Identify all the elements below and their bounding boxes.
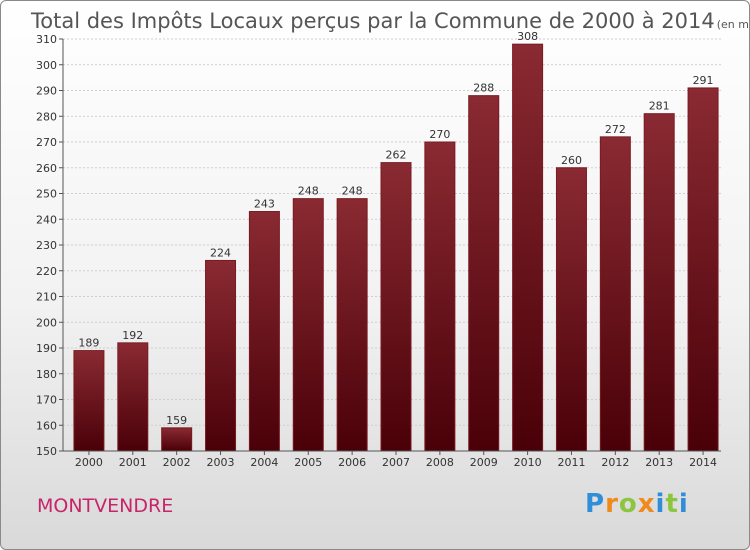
x-tick-label-2004: 2004 bbox=[250, 456, 278, 469]
data-label-2012: 272 bbox=[605, 123, 626, 136]
y-tick-label: 240 bbox=[36, 213, 57, 226]
y-tick-label: 230 bbox=[36, 239, 57, 252]
logo-letter: x bbox=[637, 489, 656, 519]
y-tick-label: 160 bbox=[36, 419, 57, 432]
data-label-2002: 159 bbox=[166, 414, 187, 427]
proxiti-logo: Proxiti bbox=[585, 489, 689, 519]
bar-2010 bbox=[512, 43, 544, 452]
y-tick-label: 260 bbox=[36, 162, 57, 175]
data-label-2010: 308 bbox=[517, 30, 538, 43]
bar-2007 bbox=[380, 162, 412, 452]
bar-2003 bbox=[205, 259, 237, 452]
y-tick-label: 310 bbox=[36, 33, 57, 46]
bar-2011 bbox=[555, 167, 587, 452]
bar-2001 bbox=[117, 342, 149, 452]
logo-letter: t bbox=[665, 489, 679, 519]
x-tick-label-2010: 2010 bbox=[514, 456, 542, 469]
bar-2002 bbox=[161, 427, 193, 452]
x-tick-label-2013: 2013 bbox=[645, 456, 673, 469]
chart-title: Total des Impôts Locaux perçus par la Co… bbox=[30, 9, 750, 33]
bar-2005 bbox=[292, 198, 324, 452]
x-tick-label-2001: 2001 bbox=[119, 456, 147, 469]
x-tick-label-2002: 2002 bbox=[163, 456, 191, 469]
data-labels: 189 192 159 224 243 248 248 262 270 288 308 260 272 2… bbox=[78, 30, 713, 427]
data-label-2003: 224 bbox=[210, 246, 231, 259]
x-tick-label-2014: 2014 bbox=[689, 456, 717, 469]
y-tick-label: 280 bbox=[36, 110, 57, 123]
x-tick-label-2012: 2012 bbox=[601, 456, 629, 469]
x-axis-ticks: 2000 2001 2002 2003 2004 2005 2006 2007 2008 2009… bbox=[75, 451, 717, 469]
y-tick-label: 270 bbox=[36, 136, 57, 149]
logo-letter: i bbox=[655, 489, 666, 519]
y-axis-ticks: 150 160 170 180 190 200 210 220 230 240 250 260 270 2… bbox=[36, 33, 63, 458]
bar-2008 bbox=[424, 141, 456, 452]
y-tick-label: 220 bbox=[36, 265, 57, 278]
x-tick-label-2009: 2009 bbox=[470, 456, 498, 469]
y-tick-label: 210 bbox=[36, 291, 57, 304]
bar-2009 bbox=[468, 95, 500, 452]
y-tick-label: 180 bbox=[36, 368, 57, 381]
commune-name: MONTVENDRE bbox=[37, 495, 174, 517]
bar-2006 bbox=[336, 198, 368, 452]
y-tick-label: 150 bbox=[36, 445, 57, 458]
bar-2014 bbox=[687, 87, 719, 452]
bars bbox=[73, 43, 719, 452]
y-tick-label: 200 bbox=[36, 316, 57, 329]
x-tick-label-2003: 2003 bbox=[207, 456, 235, 469]
data-label-2001: 192 bbox=[122, 329, 143, 342]
y-tick-label: 190 bbox=[36, 342, 57, 355]
data-label-2014: 291 bbox=[693, 74, 714, 87]
data-label-2006: 248 bbox=[342, 185, 363, 198]
data-label-2013: 281 bbox=[649, 100, 670, 113]
bar-2000 bbox=[73, 350, 105, 452]
x-tick-label-2011: 2011 bbox=[557, 456, 585, 469]
logo-letter: i bbox=[678, 489, 689, 519]
data-label-2004: 243 bbox=[254, 198, 275, 211]
data-label-2005: 248 bbox=[298, 185, 319, 198]
x-tick-label-2007: 2007 bbox=[382, 456, 410, 469]
data-label-2000: 189 bbox=[78, 337, 99, 350]
x-tick-label-2000: 2000 bbox=[75, 456, 103, 469]
x-tick-label-2008: 2008 bbox=[426, 456, 454, 469]
data-label-2007: 262 bbox=[386, 149, 407, 162]
y-tick-label: 300 bbox=[36, 59, 57, 72]
data-label-2011: 260 bbox=[561, 154, 582, 167]
logo-letter: P bbox=[585, 489, 606, 519]
x-tick-label-2005: 2005 bbox=[294, 456, 322, 469]
x-tick-label-2006: 2006 bbox=[338, 456, 366, 469]
y-tick-label: 250 bbox=[36, 188, 57, 201]
data-label-2009: 288 bbox=[473, 82, 494, 95]
logo-letter: o bbox=[618, 489, 638, 519]
bar-2013 bbox=[643, 113, 675, 452]
data-label-2008: 270 bbox=[429, 128, 450, 141]
logo-letter: r bbox=[605, 489, 619, 519]
y-tick-label: 290 bbox=[36, 85, 57, 98]
y-tick-label: 170 bbox=[36, 394, 57, 407]
bar-2012 bbox=[599, 136, 631, 452]
bar-2004 bbox=[248, 211, 280, 452]
